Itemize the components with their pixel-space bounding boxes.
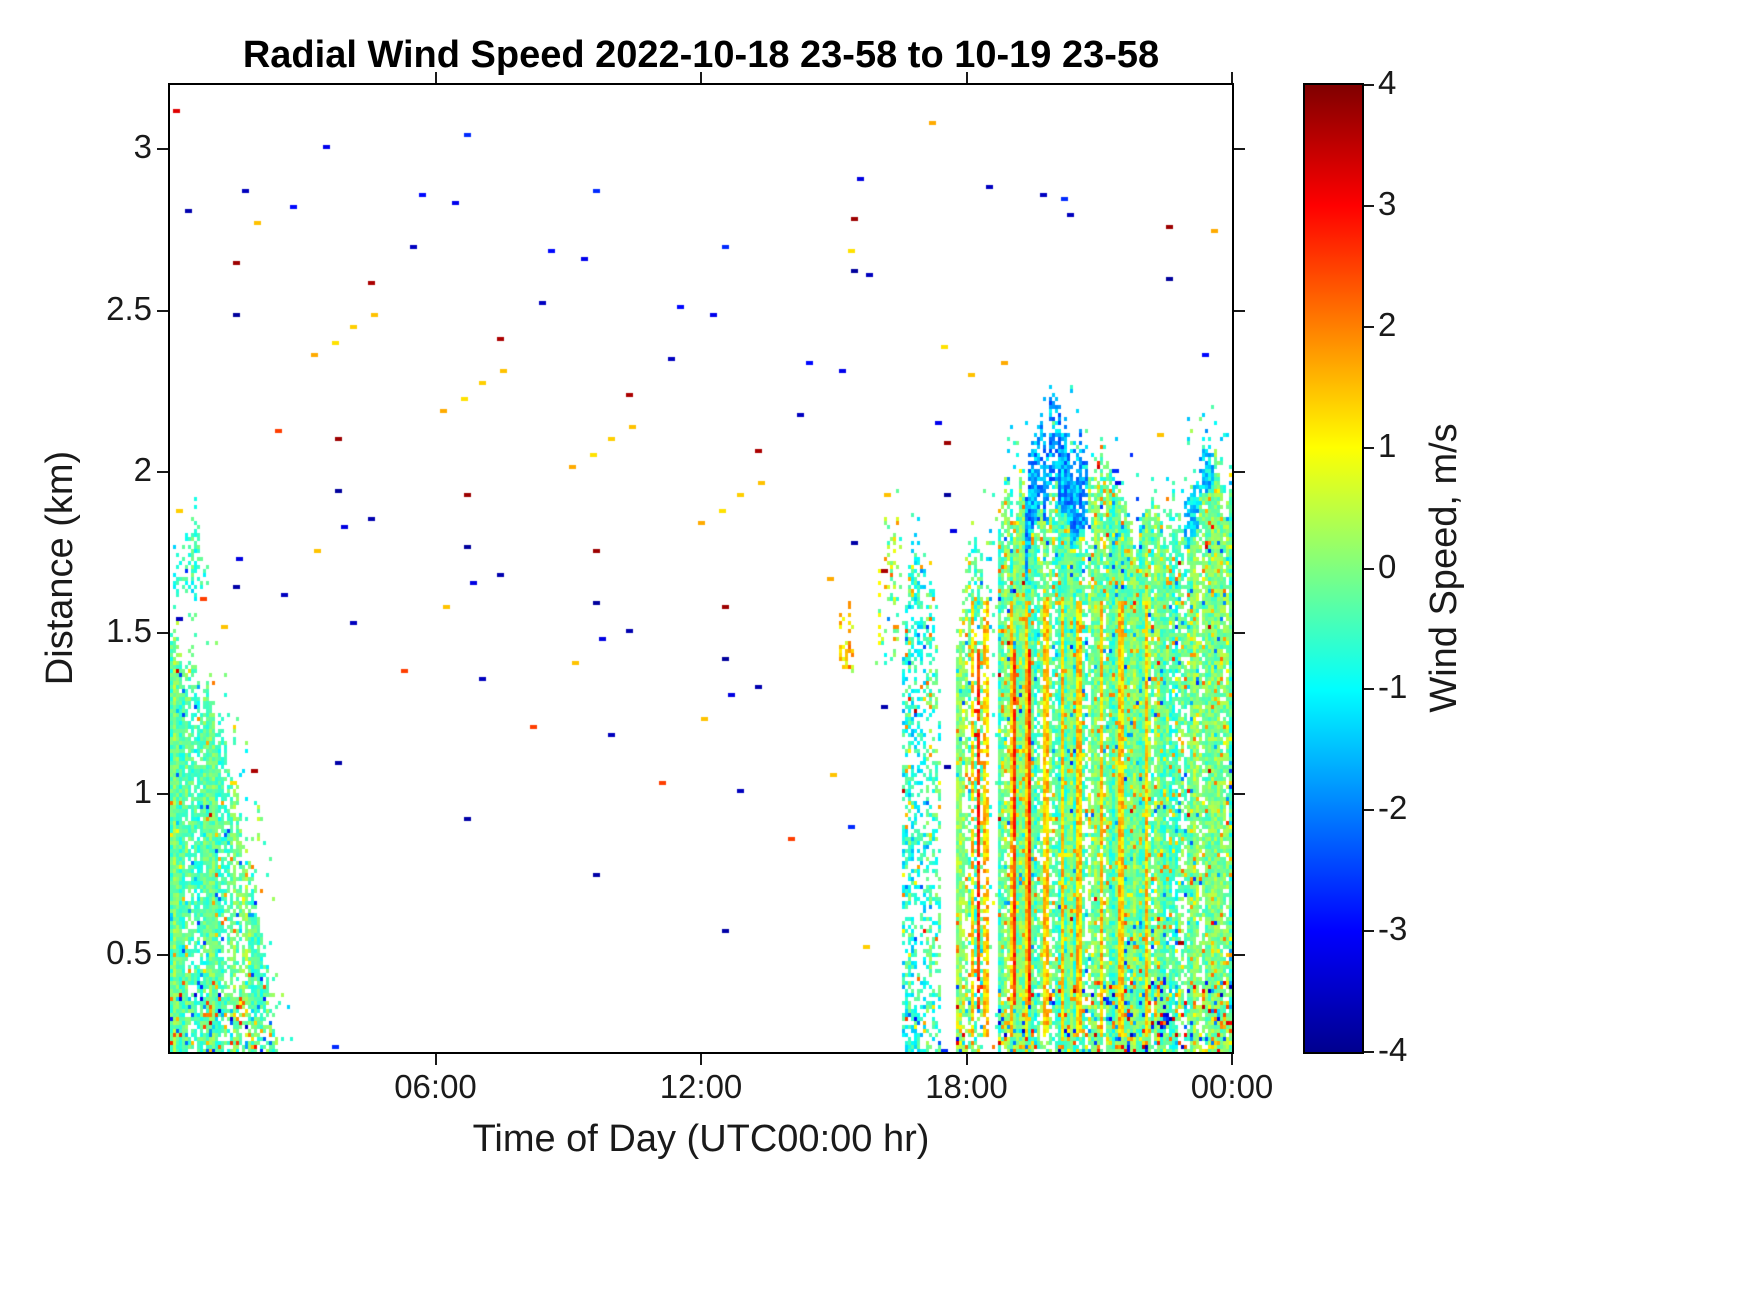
x-tick-mark: [700, 1054, 702, 1065]
colorbar-tick-label: -4: [1378, 1031, 1408, 1068]
colorbar-tick-label: 3: [1378, 184, 1397, 222]
colorbar-tick-label: -3: [1378, 910, 1408, 948]
x-tick-mark-top: [966, 72, 968, 83]
x-tick-mark-top: [700, 72, 702, 83]
colorbar-tick-label: 4: [1378, 64, 1397, 101]
colorbar-tick-mark: [1364, 326, 1374, 328]
x-tick-label: 12:00: [659, 1068, 743, 1105]
y-tick-mark-right: [1234, 632, 1245, 634]
x-tick-label: 18:00: [925, 1068, 1008, 1105]
x-tick-mark: [966, 1054, 968, 1065]
y-tick-label: 0.5: [106, 934, 152, 972]
colorbar-tick-mark: [1364, 568, 1374, 570]
y-tick-mark-right: [1234, 148, 1245, 150]
colorbar-tick-mark: [1364, 84, 1374, 86]
x-tick-label: 06:00: [394, 1068, 477, 1105]
colorbar-tick-mark: [1364, 809, 1374, 811]
chart-title: Radial Wind Speed 2022-10-18 23-58 to 10…: [242, 34, 1160, 76]
y-tick-label: 2: [133, 450, 152, 488]
y-tick-mark: [157, 310, 168, 312]
y-tick-mark-right: [1234, 793, 1245, 795]
y-tick-mark: [157, 148, 168, 150]
x-tick-mark-top: [1231, 72, 1233, 83]
y-tick-mark-right: [1234, 471, 1245, 473]
x-tick-mark-top: [435, 72, 437, 83]
y-tick-mark-right: [1234, 310, 1245, 312]
colorbar-tick-mark: [1364, 1051, 1374, 1053]
colorbar: [1303, 83, 1364, 1054]
x-tick-label: 00:00: [1190, 1068, 1274, 1105]
y-tick-mark-right: [1234, 954, 1245, 956]
colorbar-tick-mark: [1364, 447, 1374, 449]
plot-area: [168, 83, 1234, 1054]
y-tick-mark: [157, 954, 168, 956]
y-tick-label: 1.5: [106, 611, 152, 649]
y-tick-label: 1: [133, 773, 152, 811]
x-tick-mark: [1231, 1054, 1233, 1065]
colorbar-tick-mark: [1364, 205, 1374, 207]
colorbar-label: Wind Speed, m/s: [1423, 423, 1465, 713]
colorbar-tick-label: 0: [1378, 547, 1397, 585]
colorbar-tick-label: 1: [1378, 426, 1397, 464]
y-tick-mark: [157, 632, 168, 634]
colorbar-tick-mark: [1364, 930, 1374, 932]
colorbar-tick-label: 2: [1378, 305, 1397, 343]
y-tick-mark: [157, 793, 168, 795]
y-tick-mark: [157, 471, 168, 473]
y-tick-label: 2.5: [106, 289, 152, 327]
colorbar-tick-label: -1: [1378, 668, 1408, 706]
x-tick-mark: [435, 1054, 437, 1065]
heatmap-canvas: [170, 85, 1232, 1052]
x-axis-label: Time of Day (UTC00:00 hr): [472, 1118, 930, 1160]
colorbar-tick-label: -2: [1378, 789, 1408, 827]
colorbar-gradient: [1305, 85, 1362, 1052]
colorbar-tick-mark: [1364, 688, 1374, 690]
y-tick-label: 3: [133, 128, 152, 166]
